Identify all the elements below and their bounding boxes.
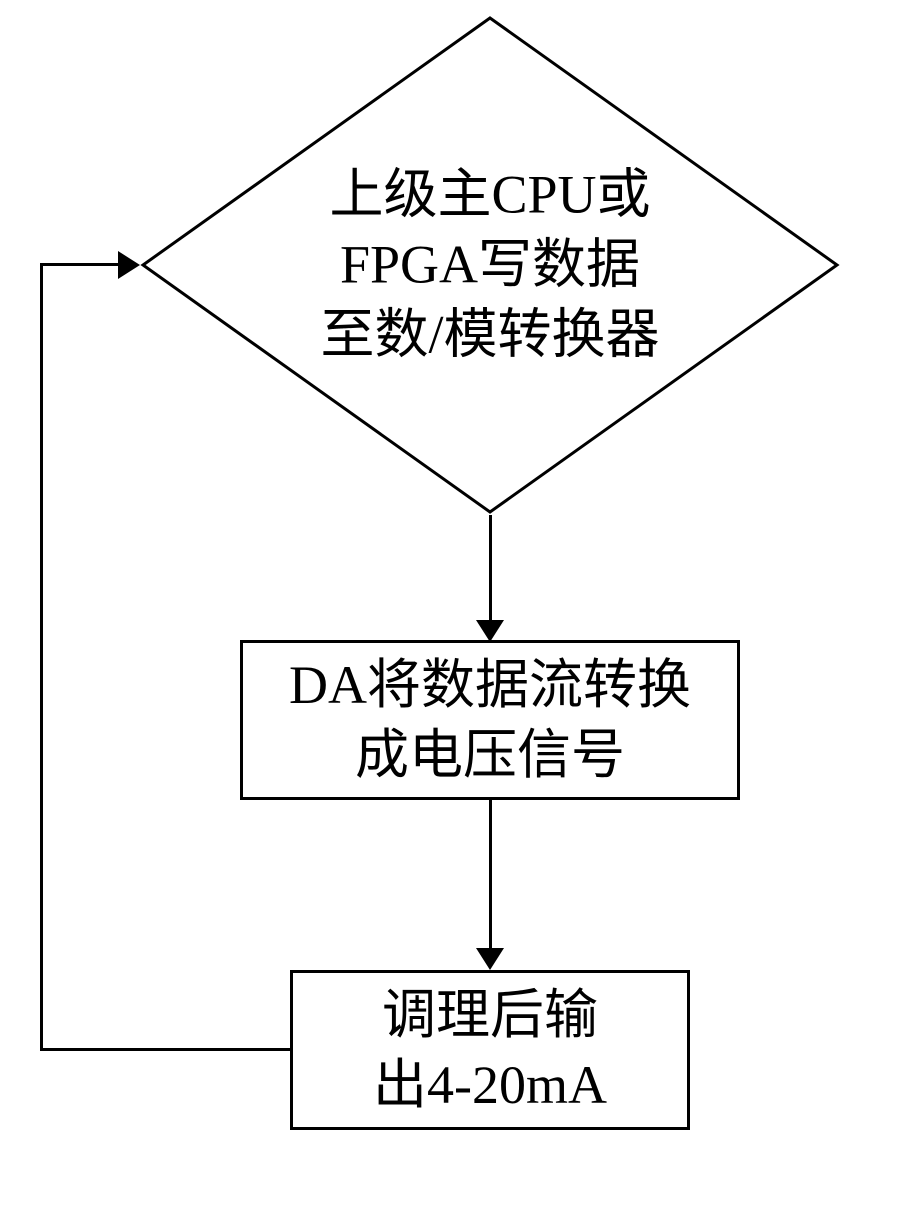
decision-text: 上级主CPU或 FPGA写数据 至数/模转换器 <box>320 160 659 371</box>
arrow1-head <box>476 620 504 642</box>
process1-line2: 成电压信号 <box>289 720 691 790</box>
process1-text: DA将数据流转换 成电压信号 <box>289 650 691 790</box>
process2-line2: 出4-20mA <box>373 1050 607 1120</box>
process2-text: 调理后输 出4-20mA <box>373 980 607 1120</box>
decision-line3: 至数/模转换器 <box>320 300 659 370</box>
decision-line1: 上级主CPU或 <box>320 160 659 230</box>
flowchart-container: 上级主CPU或 FPGA写数据 至数/模转换器 DA将数据流转换 成电压信号 调… <box>0 0 907 1221</box>
decision-line2: FPGA写数据 <box>320 230 659 300</box>
feedback-horiz1 <box>40 1048 290 1051</box>
arrow2-line <box>489 800 492 950</box>
feedback-arrow-head <box>118 251 140 279</box>
process1-node: DA将数据流转换 成电压信号 <box>240 640 740 800</box>
arrow2-head <box>476 948 504 970</box>
feedback-horiz2 <box>40 263 122 266</box>
process2-node: 调理后输 出4-20mA <box>290 970 690 1130</box>
decision-node: 上级主CPU或 FPGA写数据 至数/模转换器 <box>140 15 840 515</box>
feedback-vert <box>40 263 43 1051</box>
process2-line1: 调理后输 <box>373 980 607 1050</box>
arrow1-line <box>489 515 492 625</box>
process1-line1: DA将数据流转换 <box>289 650 691 720</box>
